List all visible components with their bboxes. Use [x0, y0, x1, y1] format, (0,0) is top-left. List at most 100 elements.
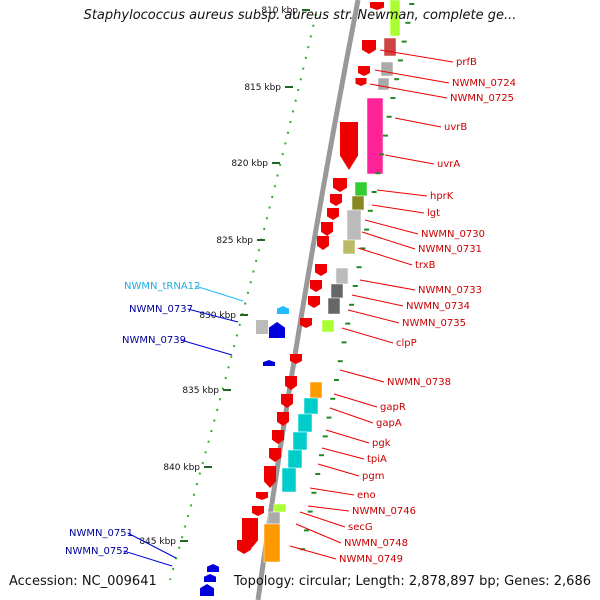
cog-category-box [263, 523, 281, 563]
forward-gene-arrow [256, 492, 268, 500]
forward-gene-label: pgk [372, 438, 391, 449]
reverse-gene-arrow [200, 584, 214, 596]
map-title: Staphylococcus aureus subsp. aureus str.… [83, 8, 517, 23]
forward-label-leader [317, 463, 360, 477]
reverse-label-leader [180, 339, 233, 356]
forward-gene-label: NWMN_0725 [450, 93, 514, 104]
ruler-tick-label: 810 kbp [261, 6, 298, 16]
forward-gene-label: NWMN_0735 [402, 318, 466, 329]
reverse-gene-arrow [204, 574, 216, 582]
forward-label-leader [341, 327, 394, 344]
cog-category-box [377, 77, 390, 91]
forward-gene-label: NWMN_0730 [421, 229, 485, 240]
reverse-gene-arrow [207, 564, 219, 572]
forward-gene-label: gapR [380, 402, 406, 413]
ruler-tick-label: 825 kbp [216, 236, 253, 246]
genome-summary: Topology: circular; Length: 2,878,897 bp… [233, 574, 591, 589]
forward-gene-arrow [333, 178, 347, 192]
forward-gene-arrow [281, 394, 293, 408]
accession-text: Accession: NC_009641 [9, 574, 157, 589]
trna-arrow [277, 306, 289, 314]
forward-gene-arrow [237, 540, 251, 554]
trna-label: NWMN_tRNA12 [124, 281, 200, 292]
ruler-tick-label: 845 kbp [139, 537, 176, 547]
forward-gene-label: NWMN_0748 [344, 538, 408, 549]
forward-gene-arrow [330, 194, 342, 206]
cog-category-box [321, 319, 335, 333]
forward-label-leader [307, 505, 350, 512]
forward-label-leader [351, 294, 404, 307]
forward-gene-arrow [317, 236, 329, 250]
forward-label-leader [329, 407, 374, 424]
cog-category-box [383, 37, 397, 57]
forward-gene-arrow [264, 466, 276, 488]
reverse-label-leader [195, 285, 244, 302]
ruler-tick-label: 835 kbp [182, 386, 219, 396]
forward-label-leader [394, 117, 442, 128]
cog-category-box [389, 0, 401, 37]
forward-gene-arrow [370, 2, 384, 10]
forward-gene-label: NWMN_0733 [418, 285, 482, 296]
ruler-dots [169, 13, 317, 581]
forward-label-leader [333, 393, 378, 408]
ruler-tick-label: 830 kbp [199, 311, 236, 321]
cog-category-box [267, 511, 281, 525]
forward-gene-arrow [285, 376, 297, 390]
cog-category-box [292, 431, 308, 451]
forward-label-leader [289, 545, 337, 560]
forward-gene-label: NWMN_0746 [352, 506, 416, 517]
forward-gene-label: tpiA [367, 454, 387, 465]
forward-label-leader [357, 247, 413, 266]
forward-gene-arrow [277, 412, 289, 426]
cog-category-box [342, 239, 356, 255]
ruler-tick-label: 815 kbp [244, 83, 281, 93]
reverse-gene-arrow [263, 360, 275, 366]
cog-category-box [327, 297, 341, 315]
forward-gene-label: uvrB [444, 122, 467, 133]
forward-label-leader [325, 429, 370, 444]
forward-label-leader [379, 49, 454, 63]
cog-category-box [309, 381, 323, 399]
forward-gene-label: pgm [362, 471, 384, 482]
reverse-label-leader [187, 308, 239, 323]
forward-label-leader [299, 511, 346, 528]
forward-gene-label: prfB [456, 57, 477, 68]
forward-gene-label: secG [348, 522, 373, 533]
forward-gene-arrow [308, 296, 320, 308]
cog-category-box [256, 320, 268, 334]
cog-category-box [297, 413, 313, 433]
forward-gene-arrow [272, 430, 284, 444]
forward-label-leader [376, 189, 428, 197]
cog-category-box [303, 397, 319, 415]
reverse-gene-label: NWMN_0752 [65, 546, 129, 557]
ruler-tick-label: 820 kbp [231, 159, 268, 169]
forward-gene-label: hprK [430, 191, 454, 202]
forward-gene-label: trxB [415, 260, 436, 271]
cog-category-box [273, 503, 287, 513]
forward-gene-arrow [321, 222, 333, 236]
forward-label-leader [321, 447, 365, 460]
forward-gene-label: uvrA [437, 159, 460, 170]
forward-label-leader [364, 219, 419, 235]
cog-category-box [281, 467, 297, 493]
forward-gene-label: NWMN_0731 [418, 244, 482, 255]
cog-category-box [380, 61, 394, 77]
forward-label-leader [339, 369, 385, 383]
cog-category-box [287, 449, 303, 469]
forward-label-leader [374, 69, 450, 84]
cog-category-box [330, 283, 344, 299]
cog-category-box [354, 181, 368, 197]
forward-label-leader [295, 523, 342, 544]
forward-gene-arrow [310, 280, 322, 292]
forward-label-leader [361, 231, 416, 250]
forward-gene-arrow [269, 448, 281, 462]
forward-label-leader [369, 83, 448, 99]
forward-gene-arrow [355, 78, 367, 86]
forward-gene-label: clpP [396, 338, 417, 349]
forward-label-leader [309, 487, 355, 496]
forward-gene-arrow [315, 264, 327, 276]
cog-category-box [366, 97, 384, 175]
cog-category-box [346, 209, 362, 241]
forward-gene-label: gapA [376, 418, 402, 429]
